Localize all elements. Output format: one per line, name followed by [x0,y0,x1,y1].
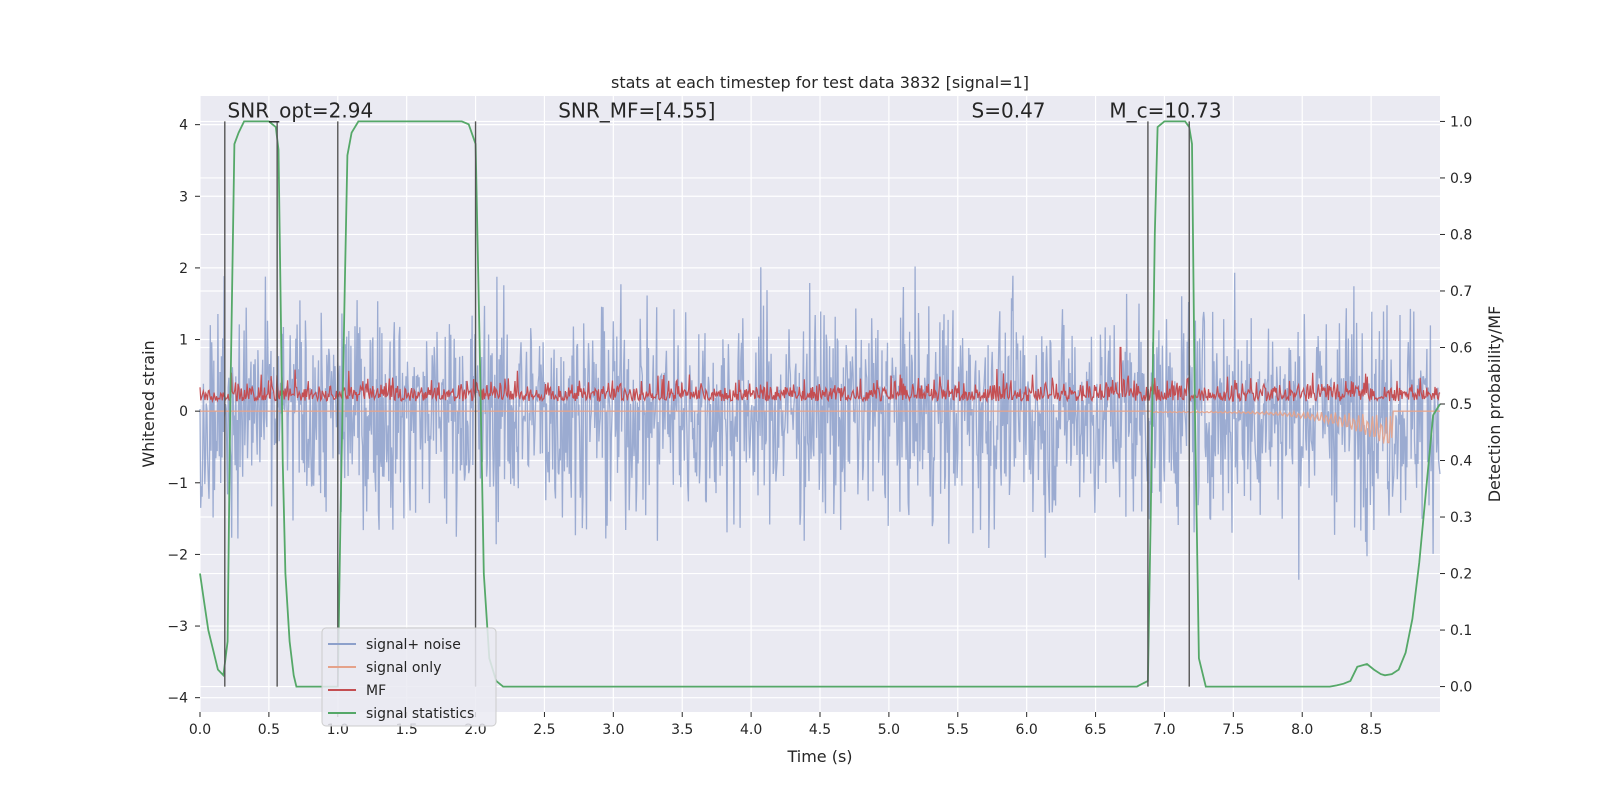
x-tick-label: 6.5 [1084,722,1106,738]
x-tick-label: 3.5 [671,722,693,738]
x-tick-label: 4.5 [809,722,831,738]
x-tick-label: 6.0 [1016,722,1038,738]
x-axis-label: Time (s) [786,747,852,766]
y-tick-label-right: 0.4 [1450,454,1472,470]
y-tick-label-right: 0.8 [1450,227,1472,243]
legend-label: signal only [366,660,441,676]
y-tick-label-right: 1.0 [1450,114,1472,130]
y-tick-label-left: 0 [179,404,188,420]
x-tick-label: 7.5 [1222,722,1244,738]
legend-box [321,627,497,727]
legend-label: signal statistics [366,706,474,722]
x-tick-label: 4.0 [740,722,762,738]
series-signal-statistics [199,120,1441,688]
y-tick-label-left: 2 [179,261,188,277]
x-tick-label: 7.0 [1153,722,1175,738]
y-tick-label-right: 0.3 [1450,510,1472,526]
y-tick-label-left: 4 [179,118,188,134]
annotations: SNR_opt=2.94 SNR_MF=[4.55] S=0.47 M_c=10.73 [228,98,1222,122]
x-tick-label: 3.0 [602,722,624,738]
x-tick-label: 8.5 [1360,722,1382,738]
annotation-text: S=0.47 [972,98,1046,122]
axes: 0.0 0.5 1.0 1.5 2.0 2.5 3.0 3.5 4.0 4.5 5.0 5.5 6.0 6… [167,114,1472,738]
data-marks [199,120,1441,688]
annotation-text: M_c=10.73 [1109,98,1221,122]
legend-label: MF [366,683,386,699]
y-tick-label-right: 0.2 [1450,567,1472,583]
y-tick-label-left: −3 [167,619,188,635]
legend: signal+ noise signal only MF signal statist… [321,627,497,727]
annotation-text: SNR_opt=2.94 [228,98,374,122]
x-tick-label: 5.0 [878,722,900,738]
y-tick-label-left: 3 [179,189,188,205]
x-tick-label: 0.0 [189,722,211,738]
series-mf [199,346,1441,404]
x-tick-label: 5.5 [947,722,969,738]
legend-label: signal+ noise [366,637,461,653]
y-tick-label-right: 0.0 [1450,680,1472,696]
y-tick-label-left: −4 [167,691,188,707]
x-tick-label: 0.5 [258,722,280,738]
y-tick-label-left: 1 [179,333,188,349]
series-signal-only [200,409,1440,444]
series-signal-plus-noise [199,266,1441,580]
y-axis-label-left: Whitened strain [139,340,158,467]
y-tick-label-right: 0.7 [1450,284,1472,300]
y-tick-label-right: 0.5 [1450,397,1472,413]
y-tick-label-left: −2 [167,547,188,563]
y-tick-label-left: −1 [167,476,188,492]
y-tick-label-right: 0.1 [1450,623,1472,639]
y-axis-label-right: Detection probability/MF [1485,306,1504,503]
chart-title: stats at each timestep for test data 383… [611,73,1029,92]
x-tick-label: 2.5 [533,722,555,738]
y-tick-label-right: 0.6 [1450,340,1472,356]
annotation-text: SNR_MF=[4.55] [558,98,715,122]
x-tick-label: 8.0 [1291,722,1313,738]
y-tick-label-right: 0.9 [1450,171,1472,187]
